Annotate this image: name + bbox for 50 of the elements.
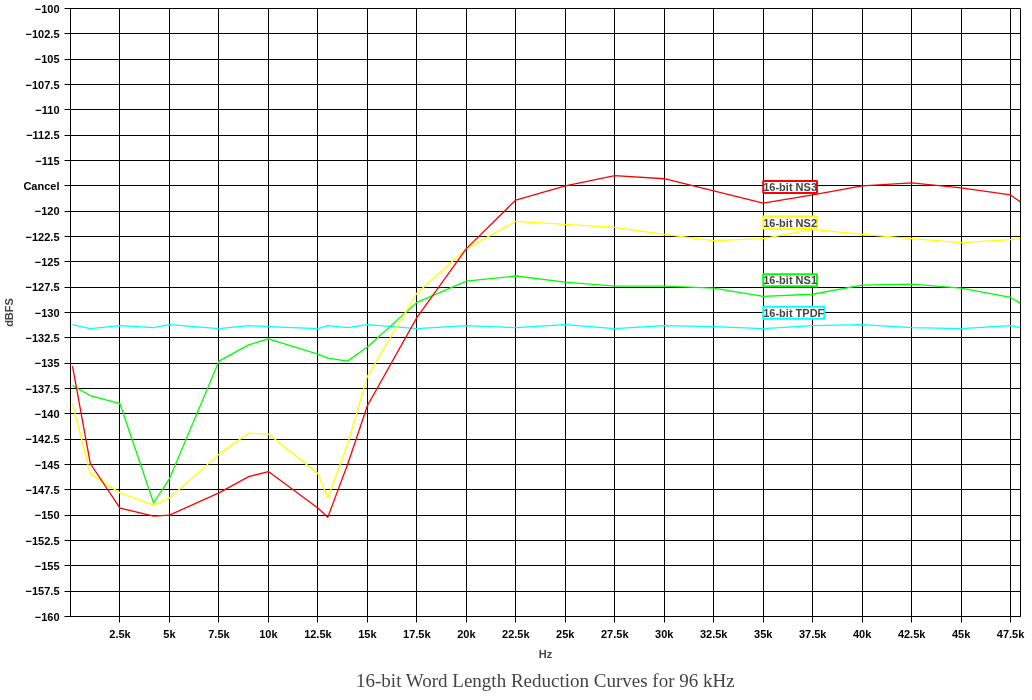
x-tick-label: 2.5k: [109, 627, 132, 640]
y-tick-label: −105: [34, 53, 60, 66]
y-tick-label: −115: [35, 154, 60, 167]
line-series: [71, 175, 1021, 518]
x-tick-label: 35k: [754, 627, 774, 640]
y-tick-label: −127.5: [25, 281, 60, 294]
x-tick-label: 32.5k: [699, 627, 729, 640]
line-series: [71, 220, 1021, 506]
y-tick-label: −107.5: [25, 78, 60, 91]
y-tick-label: −137.5: [25, 382, 60, 395]
y-tick-label: −120: [34, 205, 60, 218]
x-tick-label: 5k: [163, 627, 177, 640]
line-series: [71, 275, 1021, 504]
y-tick-label: −122.5: [25, 230, 60, 243]
x-tick-label: 15k: [358, 627, 378, 640]
x-axis-title: Hz: [538, 647, 553, 660]
x-tick-label: 27.5k: [601, 627, 630, 640]
x-tick-label: 12.5k: [304, 627, 333, 640]
y-tick-label: −147.5: [25, 483, 60, 496]
y-tick-label: −160: [34, 610, 60, 623]
y-tick-label: −150: [34, 509, 60, 522]
y-tick-label: −125: [34, 255, 60, 268]
y-tick-label: −142.5: [25, 433, 60, 446]
x-tick-label: 20k: [457, 627, 477, 640]
y-tick-label: −132.5: [25, 331, 60, 344]
y-tick-label: −102.5: [25, 27, 60, 40]
y-tick-label: −145: [34, 458, 60, 471]
x-tick-label: 40k: [852, 627, 873, 640]
y-tick-label: −152.5: [25, 534, 60, 547]
y-tick-label: −140: [34, 407, 60, 420]
y-tick-label: Cancel: [23, 179, 60, 192]
text: 16-bit Word Length Reduction Curves for 96 kHz: [356, 669, 735, 691]
x-tick-label: 25k: [556, 627, 576, 640]
x-tick-label: 17.5k: [403, 627, 432, 640]
x-tick-label: 22.5k: [502, 627, 531, 640]
y-tick-label: −112.5: [26, 129, 60, 142]
x-tick-label: 37.5k: [798, 627, 828, 640]
y-tick-label: −155: [34, 559, 60, 572]
y-tick-label: −110: [35, 103, 60, 116]
x-tick-label: 30k: [655, 627, 675, 640]
x-tick-label: 47.5k: [996, 627, 1026, 640]
y-tick-label: −130: [34, 306, 60, 319]
x-tick-label: 45k: [951, 627, 972, 640]
x-tick-label: 42.5k: [897, 627, 927, 640]
x-tick-label: 10k: [259, 627, 279, 640]
y-tick-label: −135: [34, 357, 60, 370]
y-axis-title: dBFS: [3, 298, 16, 327]
y-tick-label: −100: [34, 2, 60, 15]
y-tick-label: −157.5: [25, 585, 60, 598]
x-tick-label: 7.5k: [208, 627, 231, 640]
